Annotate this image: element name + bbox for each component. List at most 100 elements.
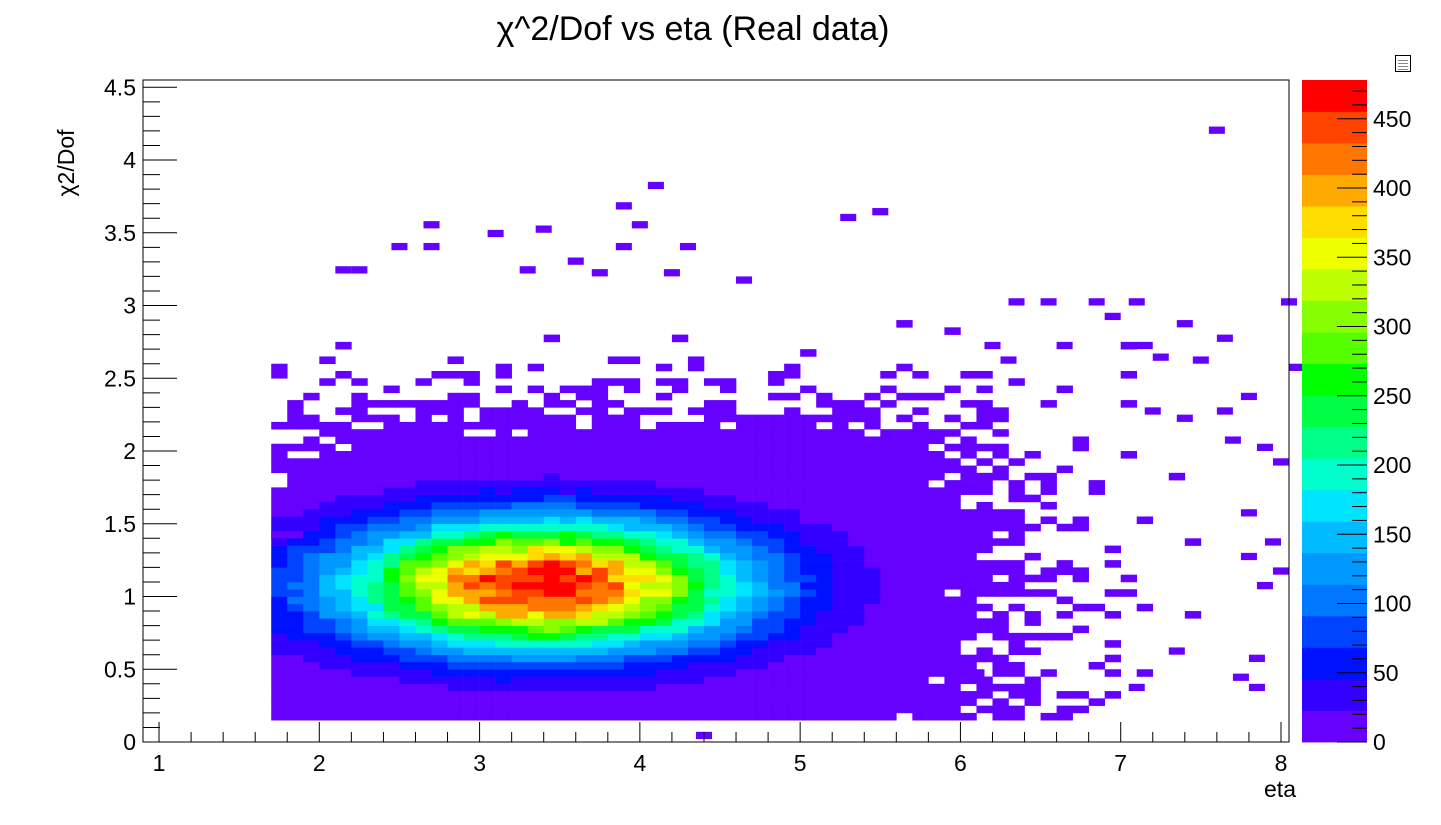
heatmap-bin xyxy=(896,640,913,648)
heatmap-bin xyxy=(1120,400,1138,408)
heatmap-bin xyxy=(335,465,352,474)
heatmap-bin xyxy=(415,691,432,699)
heatmap-bin xyxy=(768,647,785,655)
heatmap-bin xyxy=(319,574,336,583)
heatmap-bin xyxy=(800,596,817,605)
heatmap-bin xyxy=(271,501,288,510)
heatmap-bin xyxy=(543,414,561,423)
heatmap-bin xyxy=(335,654,352,663)
heatmap-bin xyxy=(319,618,336,626)
heatmap-bin xyxy=(880,574,897,583)
heatmap-bin xyxy=(335,266,352,274)
heatmap-bin xyxy=(607,618,625,626)
colorbar-segment xyxy=(1302,552,1367,585)
heatmap-bin xyxy=(671,538,689,546)
heatmap-bin xyxy=(896,465,913,474)
heatmap-bin xyxy=(655,472,673,481)
heatmap-bin xyxy=(1008,487,1025,495)
heatmap-bin xyxy=(1024,691,1041,699)
heatmap-bin xyxy=(880,465,897,474)
heatmap-bin xyxy=(399,509,416,517)
heatmap-bin xyxy=(511,654,528,663)
heatmap-bin xyxy=(864,421,881,430)
heatmap-bin xyxy=(639,654,657,663)
heatmap-bin xyxy=(832,531,849,539)
heatmap-bin xyxy=(591,465,609,474)
heatmap-bin xyxy=(623,523,641,532)
heatmap-bin xyxy=(864,611,881,619)
heatmap-bin xyxy=(319,443,336,452)
heatmap-bin xyxy=(1008,603,1025,612)
heatmap-bin xyxy=(768,421,785,430)
heatmap-bin xyxy=(335,429,352,437)
heatmap-bin xyxy=(287,589,304,597)
heatmap-bin xyxy=(864,676,881,685)
heatmap-bin xyxy=(960,676,977,685)
heatmap-bin xyxy=(703,712,721,721)
heatmap-bin xyxy=(591,392,609,401)
heatmap-bin xyxy=(543,632,561,641)
heatmap-bin xyxy=(848,647,865,655)
heatmap-bin xyxy=(832,538,849,546)
heatmap-bin xyxy=(703,451,721,459)
heatmap-bin xyxy=(880,480,897,488)
heatmap-bin xyxy=(511,552,528,561)
heatmap-bin xyxy=(832,501,849,510)
heatmap-bin xyxy=(1008,640,1025,648)
heatmap-bin xyxy=(992,611,1009,619)
heatmap-bin xyxy=(703,603,721,612)
heatmap-bin xyxy=(607,702,624,710)
heatmap-bin xyxy=(703,531,721,539)
heatmap-bin xyxy=(511,531,528,539)
heatmap-bin xyxy=(736,567,753,575)
heatmap-bin xyxy=(447,509,464,517)
heatmap-bin xyxy=(423,242,440,251)
heatmap-bin xyxy=(832,552,849,561)
heatmap-bin xyxy=(367,611,384,619)
heatmap-bin xyxy=(752,458,769,466)
heatmap-bin xyxy=(1024,611,1041,619)
heatmap-bin xyxy=(431,436,448,445)
heatmap-bin xyxy=(575,698,593,706)
heatmap-bin xyxy=(415,574,432,583)
heatmap-bin xyxy=(543,531,561,539)
heatmap-bin xyxy=(639,436,657,445)
heatmap-bin xyxy=(399,669,416,677)
heatmap-bin xyxy=(415,421,432,430)
x-tick-label: 5 xyxy=(794,750,807,776)
heatmap-bin xyxy=(768,618,785,626)
heatmap-bin xyxy=(415,640,432,648)
heatmap-bin xyxy=(928,538,945,546)
heatmap-bin xyxy=(720,494,737,503)
heatmap-bin xyxy=(944,552,961,561)
heatmap-bin xyxy=(575,509,593,517)
heatmap-bin xyxy=(976,480,993,488)
colorbar-tick-label: 50 xyxy=(1373,660,1399,686)
heatmap-bin xyxy=(303,545,320,554)
heatmap-bin xyxy=(543,625,561,634)
heatmap-bin xyxy=(479,654,496,663)
heatmap-bin xyxy=(944,661,961,670)
heatmap-bin xyxy=(575,494,593,503)
heatmap-bin xyxy=(784,458,801,466)
heatmap-bin xyxy=(752,647,769,655)
heatmap-bin xyxy=(736,538,753,546)
heatmap-bin xyxy=(639,516,657,525)
stats-box-icon[interactable] xyxy=(1395,55,1411,72)
heatmap-bin xyxy=(495,436,512,445)
heatmap-bin xyxy=(1024,552,1041,561)
x-axis-title: eta xyxy=(1264,776,1296,802)
heatmap-bin xyxy=(992,538,1009,546)
heatmap-bin xyxy=(880,552,897,561)
heatmap-bin xyxy=(383,654,400,663)
heatmap-bin xyxy=(655,654,673,663)
heatmap-bin xyxy=(383,691,400,699)
heatmap-bin xyxy=(687,596,705,605)
heatmap-bin xyxy=(591,451,609,459)
heatmap-bin xyxy=(287,552,304,561)
heatmap-bin xyxy=(928,429,945,437)
heatmap-bin xyxy=(271,370,288,379)
heatmap-bin xyxy=(639,472,657,481)
heatmap-bin xyxy=(527,545,544,554)
heatmap-bin xyxy=(479,647,496,655)
